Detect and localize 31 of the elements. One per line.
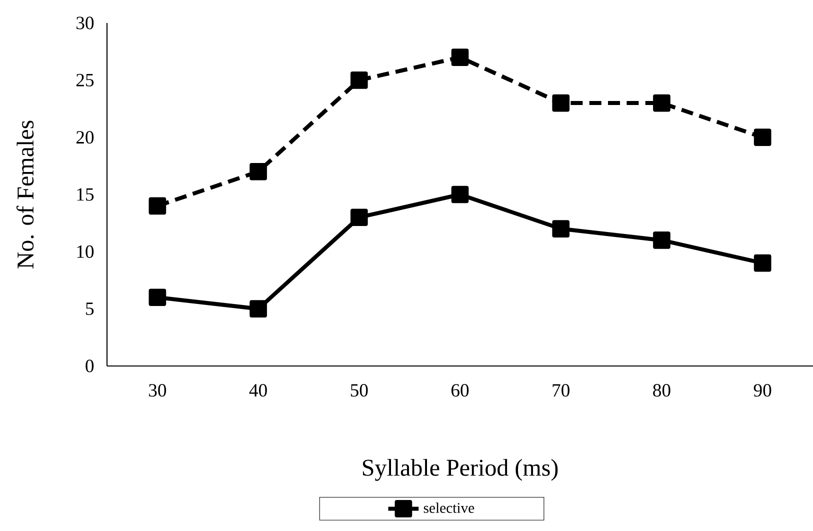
x-tick-label: 60 (451, 384, 469, 397)
point (552, 220, 570, 238)
point (350, 208, 368, 226)
x-tick-label: 40 (249, 384, 267, 397)
point (250, 300, 267, 318)
point (148, 197, 166, 215)
x-tick-label: 50 (350, 384, 368, 397)
y-tick-label: 15 (77, 188, 94, 201)
y-tick-label: 5 (86, 302, 94, 316)
y-tick-label: 10 (77, 245, 94, 258)
y-tick-label: 20 (76, 131, 94, 144)
x-tick-label: 30 (149, 384, 166, 397)
y-tick-label: 30 (76, 16, 94, 30)
point (451, 48, 469, 66)
x-tick-label: 90 (754, 384, 772, 397)
point (653, 94, 670, 112)
point (350, 71, 368, 89)
x-tick-label: 70 (552, 384, 570, 397)
legend-label: selective (424, 502, 474, 513)
x-tick-label: 80 (653, 384, 670, 397)
point (451, 186, 469, 204)
point (552, 94, 570, 112)
point (653, 232, 670, 249)
x-axis-title: Syllable Period (ms) (362, 458, 558, 481)
point (250, 162, 267, 180)
y-axis-title: No. of Females (16, 120, 34, 268)
y-tick-label: 0 (86, 360, 94, 372)
point (754, 128, 772, 146)
point (754, 254, 772, 272)
point (148, 288, 166, 306)
y-tick-label: 25 (76, 74, 94, 86)
